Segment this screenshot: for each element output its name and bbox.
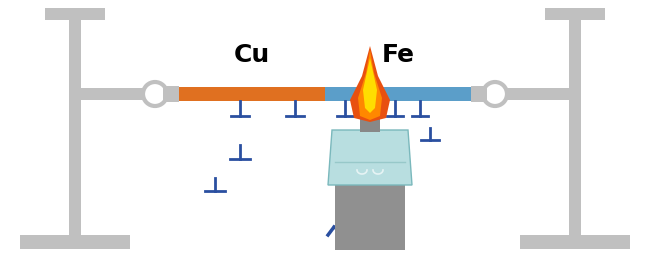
Bar [163,86,179,102]
Polygon shape [363,58,377,113]
Polygon shape [350,46,390,122]
Polygon shape [328,130,412,185]
Bar [545,8,605,20]
Text: Fe: Fe [382,43,415,67]
Circle shape [483,82,507,106]
Bar [335,185,405,250]
Circle shape [143,82,167,106]
Bar [569,10,581,235]
Bar [179,87,325,101]
Bar [360,118,380,132]
Bar [325,87,471,101]
Text: Cu: Cu [234,43,270,67]
Bar [167,89,483,99]
Bar [520,235,630,249]
Bar [69,10,81,235]
Bar [20,235,130,249]
Polygon shape [358,50,382,120]
Bar [69,88,174,100]
Bar [471,86,487,102]
Bar [45,8,105,20]
Bar [476,88,581,100]
